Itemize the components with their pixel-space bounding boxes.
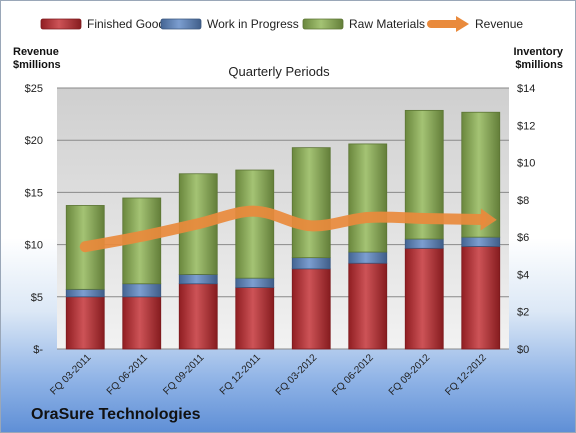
left-tick-label: $-: [33, 344, 43, 356]
x-tick-label: FQ 09-2012: [387, 352, 433, 398]
bar-work-in-progress: [235, 277, 275, 288]
bar-finished-goods: [404, 247, 444, 350]
legend-label: Raw Materials: [349, 17, 425, 31]
right-tick-label: $2: [517, 307, 529, 319]
bar-work-in-progress: [348, 251, 388, 264]
revenue-line-arrowhead: [480, 208, 497, 231]
x-tick-label: FQ 09-2011: [161, 352, 206, 397]
right-tick-label: $12: [517, 120, 535, 132]
left-axis-label-line2: $millions: [13, 59, 61, 71]
right-tick-label: $6: [517, 232, 529, 244]
bar-work-in-progress: [461, 236, 501, 247]
bar-raw-materials: [348, 143, 388, 253]
right-axis-label: Inventory $millions: [513, 46, 563, 72]
bar-work-in-progress: [404, 238, 444, 249]
legend-swatch-work-in-progress: [160, 18, 202, 30]
bar-work-in-progress: [291, 257, 331, 270]
left-axis-label-line1: Revenue: [13, 46, 59, 58]
company-name: OraSure Technologies: [31, 406, 201, 423]
bar-work-in-progress: [178, 274, 218, 285]
x-tick-label: FQ 12-2011: [218, 352, 263, 397]
bar-finished-goods: [122, 296, 162, 350]
left-tick-label: $15: [25, 187, 43, 199]
chart-title: Quarterly Periods: [228, 64, 330, 79]
bar-finished-goods: [291, 268, 331, 350]
left-tick-label: $10: [25, 240, 43, 252]
bar-finished-goods: [348, 262, 388, 350]
bar-finished-goods: [235, 287, 275, 350]
left-tick-label: $25: [25, 83, 43, 95]
bar-finished-goods: [178, 283, 218, 350]
x-tick-label: FQ 12-2012: [443, 352, 489, 398]
bar-finished-goods: [461, 246, 501, 350]
legend-swatch-finished-goods: [40, 18, 82, 30]
bar-work-in-progress: [122, 283, 162, 298]
right-tick-label: $4: [517, 269, 529, 281]
left-axis-label: Revenue $millions: [13, 46, 61, 72]
right-tick-label: $0: [517, 344, 529, 356]
right-axis-label-line2: $millions: [515, 59, 563, 71]
x-tick-label: FQ 03-2011: [48, 352, 93, 397]
right-tick-label: $8: [517, 195, 529, 207]
left-tick-label: $5: [31, 292, 43, 304]
x-tick-label: FQ 06-2011: [105, 352, 150, 397]
legend-swatch-revenue-arrowhead: [456, 16, 469, 32]
right-tick-label: $14: [517, 83, 535, 95]
bar-work-in-progress: [65, 288, 105, 298]
legend-label: Revenue: [475, 17, 523, 31]
left-tick-label: $20: [25, 135, 43, 147]
right-axis-label-line1: Inventory: [513, 46, 563, 58]
bar-finished-goods: [65, 296, 105, 350]
legend-swatch-raw-materials: [302, 18, 344, 30]
right-tick-label: $10: [517, 158, 535, 170]
legend-label: Finished Goods: [87, 17, 171, 31]
legend-label: Work in Progress: [207, 17, 299, 31]
bar-raw-materials: [235, 169, 275, 279]
bar-raw-materials: [291, 147, 331, 259]
x-tick-label: FQ 03-2012: [274, 352, 320, 398]
revenue-line: [79, 205, 487, 253]
x-tick-label: FQ 06-2012: [330, 352, 376, 398]
